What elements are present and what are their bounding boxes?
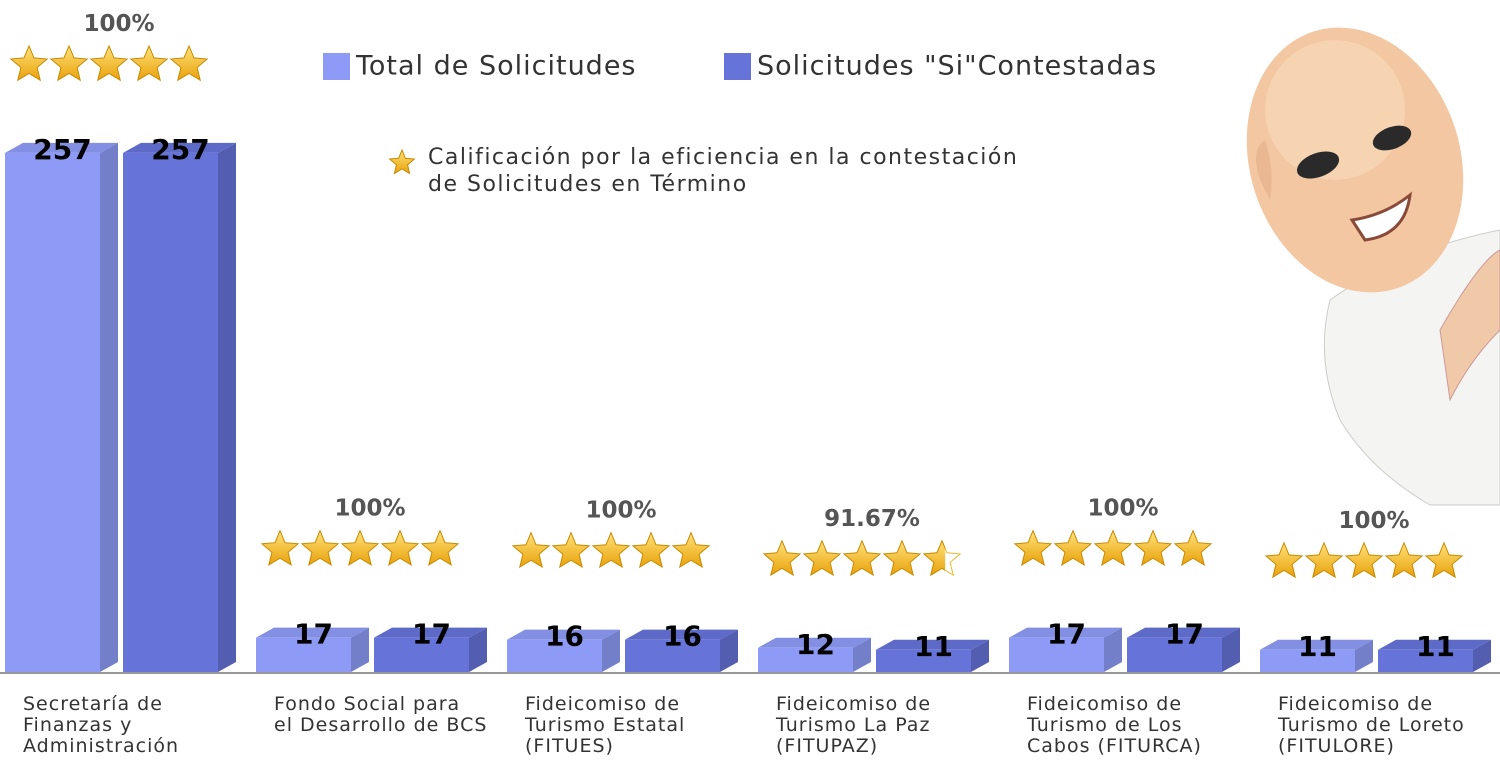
value-label: 11 bbox=[1298, 630, 1337, 663]
rating-star bbox=[513, 533, 549, 567]
rating-star bbox=[382, 531, 418, 565]
rating-star bbox=[51, 46, 87, 80]
value-label: 257 bbox=[33, 133, 91, 166]
rating-star bbox=[1175, 531, 1211, 565]
rating-label: 100% bbox=[334, 496, 405, 522]
page: Total de Solicitudes Solicitudes "Si"Cont… bbox=[0, 0, 1500, 767]
rating-star bbox=[884, 541, 920, 575]
category-label: Fideicomiso de Turismo de Los Cabos (FIT… bbox=[1027, 694, 1202, 757]
rating-star bbox=[91, 46, 127, 80]
rating-star bbox=[804, 541, 840, 575]
rating-star bbox=[764, 541, 800, 575]
value-label: 11 bbox=[914, 630, 953, 663]
chart: Total de Solicitudes Solicitudes "Si"Cont… bbox=[0, 0, 1500, 767]
rating-star bbox=[1095, 531, 1131, 565]
rating-star bbox=[593, 533, 629, 567]
rating-star bbox=[262, 531, 298, 565]
cartoon-figure bbox=[1213, 0, 1500, 505]
annotation-star bbox=[390, 150, 415, 174]
rating-star bbox=[633, 533, 669, 567]
rating-star bbox=[1266, 543, 1302, 577]
rating-star bbox=[422, 531, 458, 565]
value-label: 17 bbox=[1165, 618, 1204, 651]
rating-star bbox=[1015, 531, 1051, 565]
rating-star bbox=[1386, 543, 1422, 577]
value-label: 11 bbox=[1416, 630, 1455, 663]
rating-star bbox=[1306, 543, 1342, 577]
bar-side bbox=[218, 143, 236, 672]
legend-label: Solicitudes "Si"Contestadas bbox=[757, 51, 1157, 82]
rating-star bbox=[11, 46, 47, 80]
rating-star bbox=[1135, 531, 1171, 565]
rating-star bbox=[1426, 543, 1462, 577]
bar bbox=[123, 153, 218, 672]
rating-label: 100% bbox=[585, 498, 656, 524]
rating-star bbox=[844, 541, 880, 575]
value-label: 12 bbox=[796, 628, 835, 661]
bar-side bbox=[100, 143, 118, 672]
legend-label: Total de Solicitudes bbox=[355, 51, 637, 82]
rating-star bbox=[553, 533, 589, 567]
bar bbox=[5, 153, 100, 672]
legend-swatch bbox=[323, 53, 350, 80]
value-label: 17 bbox=[1047, 618, 1086, 651]
category-label: Fideicomiso de Turismo La Paz (FITUPAZ) bbox=[776, 694, 931, 757]
category-label: Fondo Social para el Desarrollo de BCS bbox=[274, 694, 487, 736]
rating-label: 100% bbox=[1338, 508, 1409, 534]
rating-star bbox=[131, 46, 167, 80]
rating-star bbox=[302, 531, 338, 565]
value-label: 17 bbox=[412, 618, 451, 651]
rating-label: 100% bbox=[1087, 496, 1158, 522]
category-label: Fideicomiso de Turismo de Loreto (FITULO… bbox=[1278, 694, 1465, 757]
rating-star bbox=[1346, 543, 1382, 577]
rating-label: 91.67% bbox=[824, 506, 920, 532]
value-label: 257 bbox=[151, 133, 209, 166]
rating-star bbox=[673, 533, 709, 567]
rating-star bbox=[171, 46, 207, 80]
rating-label: 100% bbox=[83, 11, 154, 37]
rating-star bbox=[1055, 531, 1091, 565]
value-label: 16 bbox=[545, 620, 584, 653]
category-label: Secretaría de Finanzas y Administración bbox=[23, 694, 179, 757]
rating-star bbox=[342, 531, 378, 565]
annotation: Calificación por la eficiencia en la con… bbox=[428, 144, 1018, 198]
legend-swatch bbox=[724, 53, 751, 80]
value-label: 16 bbox=[663, 620, 702, 653]
value-label: 17 bbox=[294, 618, 333, 651]
category-label: Fideicomiso de Turismo Estatal (FITUES) bbox=[525, 694, 685, 757]
